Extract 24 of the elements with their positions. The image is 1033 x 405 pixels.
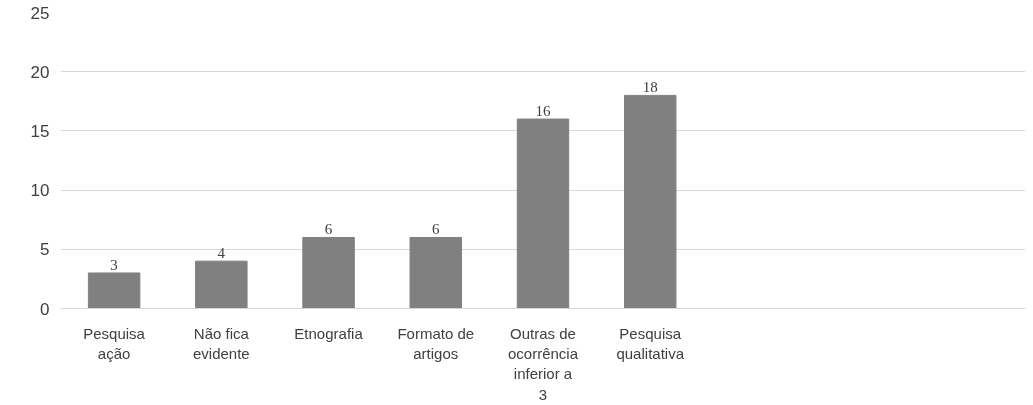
data-label: 6 — [432, 221, 441, 238]
x-tick-label: Pesquisa qualitativa — [616, 324, 685, 362]
x-tick-label: Etnografia — [294, 324, 364, 342]
y-tick-label: 15 — [30, 121, 50, 141]
bar — [87, 272, 141, 309]
data-label: 6 — [324, 221, 333, 238]
bar — [516, 118, 570, 309]
x-tick-label: Pesquisa ação — [83, 324, 146, 362]
data-label: 18 — [642, 79, 658, 96]
bar — [623, 94, 677, 309]
y-tick-label: 0 — [40, 299, 50, 319]
y-tick-label: 25 — [30, 3, 50, 23]
x-tick-label: Não fica evidente — [192, 324, 250, 362]
y-tick-label: 20 — [30, 62, 50, 82]
y-tick-label: 10 — [30, 181, 50, 201]
y-tick-label: 5 — [40, 240, 50, 260]
x-tick-label: Outras de ocorrência inferior a 3 — [507, 324, 579, 403]
bar — [195, 260, 248, 309]
x-tick-label: Formato de artigos — [397, 324, 475, 362]
data-label: 3 — [110, 256, 118, 273]
bar — [409, 236, 463, 309]
data-label: 16 — [535, 103, 551, 120]
bar — [302, 236, 355, 309]
data-label: 4 — [217, 245, 226, 262]
